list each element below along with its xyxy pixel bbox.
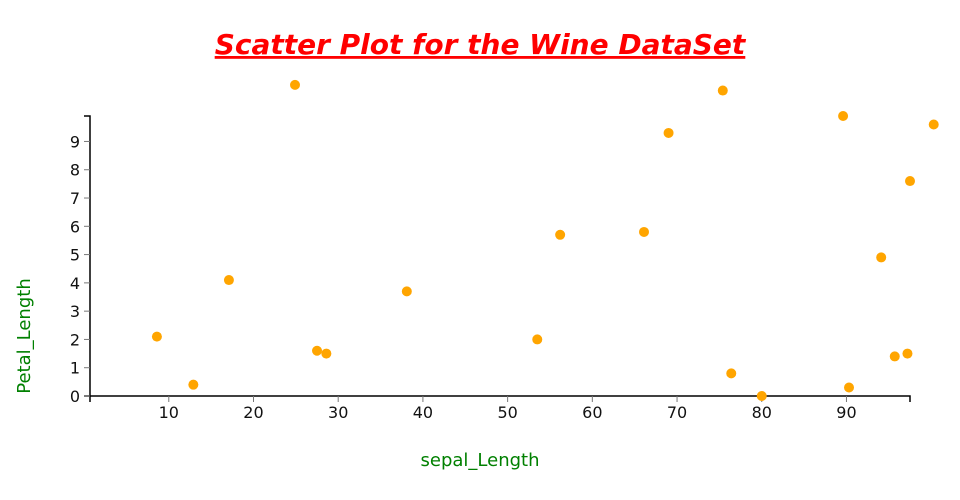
data-point — [290, 79, 300, 90]
data-point — [639, 226, 650, 237]
y-tick: 0 — [70, 387, 90, 406]
data-point — [717, 85, 728, 96]
data-point — [188, 379, 199, 390]
y-axis-line — [84, 115, 91, 397]
x-tick: 90 — [836, 396, 857, 422]
y-tick: 7 — [70, 189, 90, 208]
x-tick-label: 80 — [752, 403, 772, 422]
y-tick: 6 — [70, 217, 90, 236]
y-tick-label: 3 — [70, 302, 80, 321]
x-tick: 50 — [497, 396, 518, 422]
y-axis-label: Petal_Length — [14, 278, 35, 393]
x-tick-label: 40 — [413, 403, 433, 422]
data-point — [756, 391, 767, 401]
x-tick: 20 — [243, 396, 264, 422]
y-tick-label: 8 — [70, 161, 80, 180]
data-point — [321, 348, 332, 359]
data-point — [905, 176, 915, 187]
x-tick-label: 60 — [582, 403, 602, 422]
x-tick: 30 — [328, 396, 348, 422]
data-point — [928, 119, 939, 130]
data-point — [876, 252, 887, 263]
y-tick: 2 — [70, 330, 90, 349]
data-point — [663, 127, 674, 138]
x-tick: 10 — [159, 396, 179, 422]
y-tick-label: 1 — [70, 359, 80, 378]
data-point — [726, 368, 737, 379]
x-tick-label: 90 — [836, 403, 856, 422]
y-tick: 5 — [70, 246, 90, 265]
data-point — [838, 111, 849, 121]
chart-title: Scatter Plot for the Wine DataSet — [215, 28, 747, 61]
y-tick: 9 — [70, 132, 90, 151]
data-point — [151, 331, 162, 342]
data-point — [312, 345, 323, 356]
data-point — [555, 229, 566, 240]
data-point — [532, 334, 543, 345]
data-point — [401, 286, 412, 297]
y-tick: 8 — [70, 161, 90, 180]
x-tick: 40 — [413, 396, 433, 422]
data-point — [902, 348, 913, 359]
y-tick: 4 — [70, 274, 90, 293]
y-tick: 1 — [70, 359, 90, 378]
x-tick: 60 — [582, 396, 603, 422]
x-tick-label: 50 — [497, 403, 517, 422]
x-axis-label: sepal_Length — [421, 450, 540, 471]
y-tick-label: 5 — [70, 246, 80, 265]
y-axis: 0 1 2 3 4 5 6 7 8 9 — [70, 115, 91, 406]
y-tick-label: 7 — [70, 189, 80, 208]
x-tick-label: 70 — [667, 403, 687, 422]
x-tick-label: 30 — [328, 403, 348, 422]
y-tick-label: 9 — [70, 132, 80, 151]
points — [151, 79, 939, 401]
y-tick-label: 4 — [70, 274, 80, 293]
x-axis: 10 20 30 40 50 60 70 80 90 — [89, 395, 911, 422]
x-tick: 70 — [667, 396, 687, 422]
y-tick-label: 6 — [70, 217, 80, 236]
y-tick-label: 2 — [70, 330, 80, 349]
y-tick: 3 — [70, 302, 90, 321]
x-tick-label: 10 — [159, 403, 179, 422]
data-point — [889, 351, 900, 362]
x-tick-label: 20 — [243, 403, 263, 422]
y-tick-label: 0 — [70, 387, 80, 406]
data-point — [844, 382, 855, 393]
data-point — [223, 275, 234, 286]
x-axis-line — [89, 395, 911, 402]
